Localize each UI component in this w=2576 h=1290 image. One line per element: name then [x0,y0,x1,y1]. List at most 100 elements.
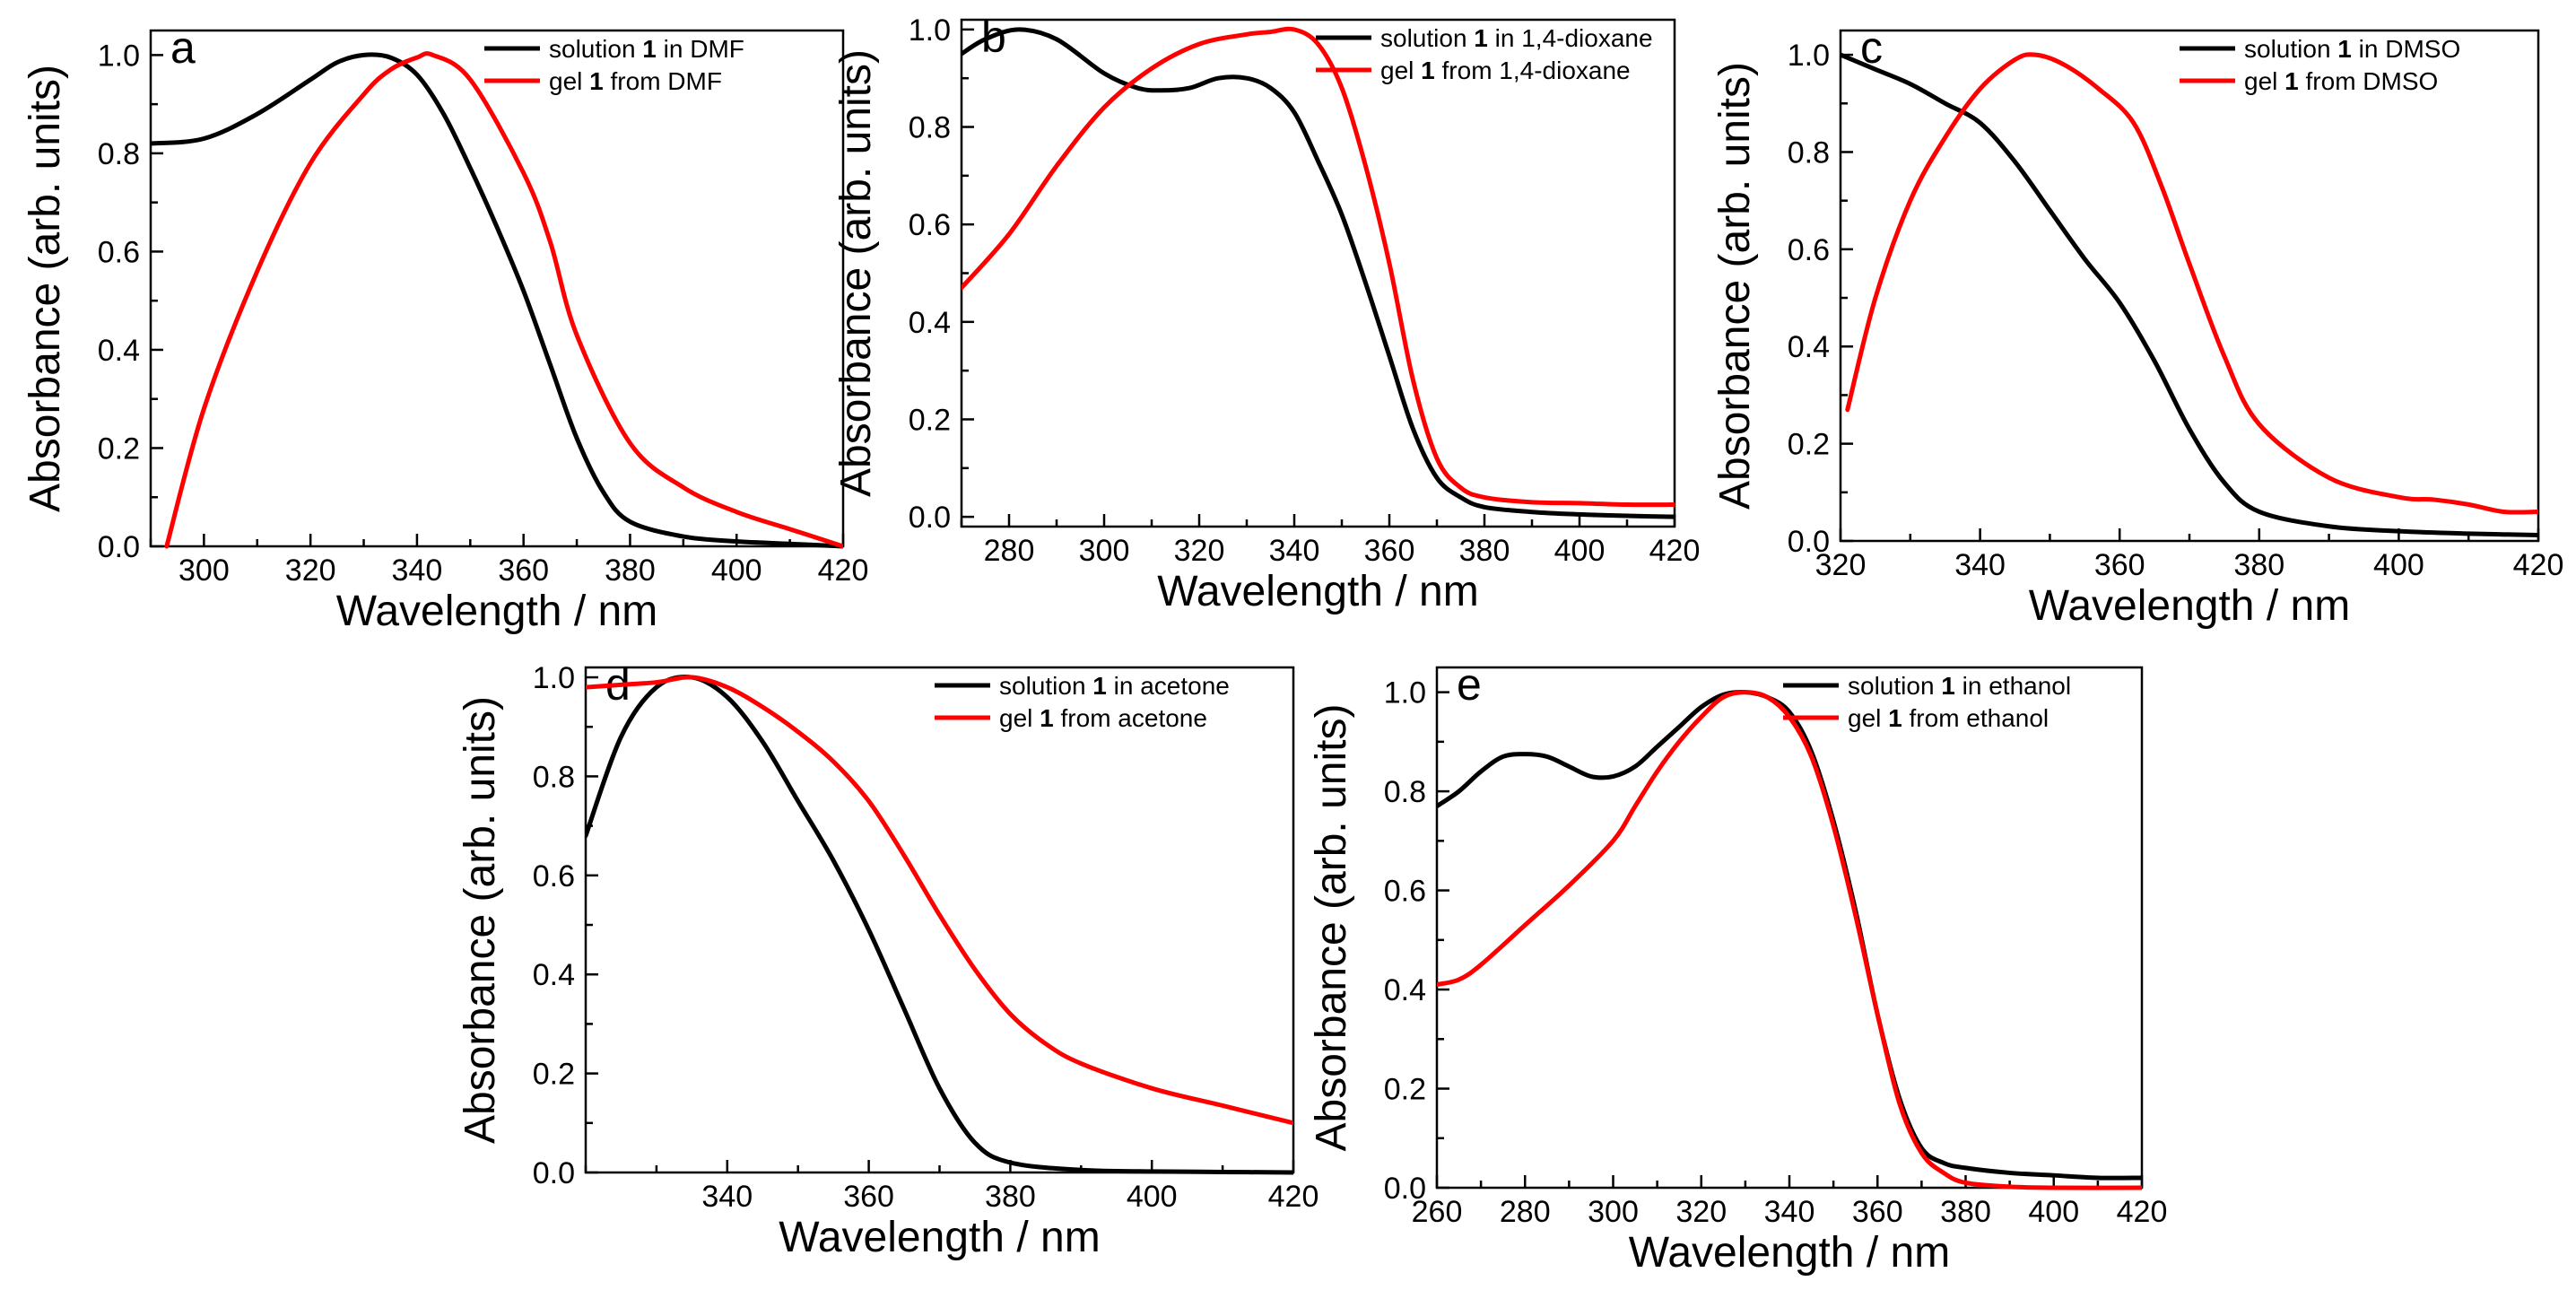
x-tick-label-a: 380 [605,553,656,588]
y-axis-title-b: Absorbance (arb. units) [832,49,880,497]
y-axis-title-c: Absorbance (arb. units) [1711,62,1759,510]
plot-frame-e [1435,666,2144,1190]
legend-label-d-1: gel 1 from acetone [999,704,1207,732]
y-tick-label-a: 0.8 [98,137,140,171]
x-axis-title-d: Wavelength / nm [779,1214,1100,1261]
x-tick-label-e: 300 [1588,1195,1639,1229]
y-tick-label-b: 0.0 [909,501,951,535]
x-tick-label-e: 340 [1764,1195,1815,1229]
x-axis-title-b: Wavelength / nm [1157,568,1478,615]
y-tick-label-d: 0.0 [533,1156,575,1190]
x-tick-label-c: 400 [2373,548,2424,582]
plot-frame-c [1839,29,2540,543]
x-tick-label-b: 320 [1174,534,1225,568]
series-line-e-solution [1437,689,2142,1181]
y-axis-title-a: Absorbance (arb. units) [22,65,69,512]
x-tick-label-d: 380 [985,1180,1036,1214]
y-tick-label-b: 0.4 [909,306,951,340]
y-tick-label-c: 0.8 [1788,135,1830,170]
y-tick-label-d: 1.0 [533,661,575,695]
y-tick-label-e: 0.0 [1384,1172,1426,1206]
legend-label-d-0: solution 1 in acetone [999,672,1230,700]
y-tick-label-d: 0.8 [533,760,575,794]
x-axis-title-e: Wavelength / nm [1629,1229,1950,1277]
y-tick-label-c: 0.0 [1788,525,1830,559]
x-tick-label-a: 360 [498,553,549,588]
x-axis-title-a: Wavelength / nm [336,588,657,635]
panel-e: 260 280 300 320 340 360 380 400 420 0.0 0.2 0.4 0.6 0… [1308,659,2167,1277]
panel-c: 320 340 360 380 400 420 0.0 0.2 0.4 0.6 0.8 1.0 Wave… [1711,22,2563,630]
series-line-c-gel [1845,52,2538,515]
y-tick-label-c: 0.4 [1788,330,1830,364]
y-tick-label-e: 0.4 [1384,973,1426,1007]
panel-b: 280 300 320 340 360 380 400 420 0.0 0.2 0.4 0.6 0.8 1… [832,12,1700,615]
x-tick-label-e: 320 [1675,1195,1727,1229]
x-tick-label-a: 300 [178,553,230,588]
y-tick-label-e: 0.8 [1384,775,1426,809]
y-tick-label-e: 1.0 [1384,676,1426,710]
series-line-e-gel [1437,690,2142,1190]
x-tick-label-b: 300 [1079,534,1130,568]
plot-frame-b [960,18,1676,528]
x-tick-label-e: 420 [2117,1195,2168,1229]
x-tick-label-d: 420 [1268,1180,1319,1214]
x-tick-label-c: 340 [1954,548,2006,582]
x-tick-label-a: 400 [711,553,762,588]
y-tick-label-a: 1.0 [98,39,140,73]
y-tick-label-a: 0.4 [98,334,140,368]
panel-letter-a: a [170,22,196,73]
x-tick-label-b: 280 [984,534,1035,568]
y-tick-label-b: 0.2 [909,403,951,437]
y-tick-label-a: 0.0 [98,530,140,564]
y-tick-label-d: 0.4 [533,958,575,992]
panel-letter-e: e [1457,659,1482,710]
y-tick-label-c: 0.6 [1788,233,1830,267]
y-tick-label-b: 0.6 [909,208,951,242]
y-tick-label-c: 0.2 [1788,428,1830,462]
x-tick-label-b: 340 [1269,534,1320,568]
series-line-a-gel [164,51,843,549]
x-tick-label-e: 260 [1412,1195,1463,1229]
x-tick-label-e: 280 [1500,1195,1551,1229]
series-line-c-solution [1841,52,2538,537]
x-tick-label-a: 340 [392,553,443,588]
series-line-d-gel [586,675,1293,1126]
y-tick-label-a: 0.6 [98,235,140,269]
y-axis-title-d: Absorbance (arb. units) [457,696,504,1144]
y-tick-label-d: 0.2 [533,1058,575,1092]
series-line-a-solution [151,52,843,549]
legend-label-a-0: solution 1 in DMF [549,35,744,63]
x-tick-label-c: 380 [2233,548,2284,582]
x-tick-label-a: 420 [818,553,869,588]
y-tick-label-d: 0.6 [533,859,575,893]
legend-label-e-0: solution 1 in ethanol [1848,672,2071,700]
legend-label-b-0: solution 1 in 1,4-dioxane [1380,24,1653,52]
legend-label-c-1: gel 1 from DMSO [2244,67,2438,95]
x-tick-label-d: 340 [701,1180,753,1214]
x-tick-label-d: 400 [1127,1180,1178,1214]
panel-a: 300 320 340 360 380 400 420 0.0 0.2 0.4 0.6 0.8 1.0 W… [22,22,868,635]
x-tick-label-d: 360 [843,1180,894,1214]
legend-label-e-1: gel 1 from ethanol [1848,704,2049,732]
x-axis-title-c: Wavelength / nm [2029,582,2350,630]
x-tick-label-e: 380 [1940,1195,1991,1229]
x-tick-label-b: 360 [1364,534,1415,568]
legend-label-b-1: gel 1 from 1,4-dioxane [1380,57,1631,84]
y-tick-label-b: 1.0 [909,13,951,48]
x-tick-label-c: 360 [2094,548,2145,582]
x-tick-label-e: 400 [2028,1195,2079,1229]
x-tick-label-b: 400 [1554,534,1606,568]
y-tick-label-b: 0.8 [909,111,951,145]
panel-d: 340 360 380 400 420 0.0 0.2 0.4 0.6 0.8 1.0 Wavelen… [457,659,1318,1261]
x-tick-label-b: 420 [1649,534,1701,568]
y-tick-label-e: 0.6 [1384,875,1426,909]
x-tick-label-e: 360 [1852,1195,1903,1229]
x-tick-label-c: 320 [1815,548,1867,582]
series-line-b-solution [962,27,1675,519]
legend-label-c-0: solution 1 in DMSO [2244,35,2460,63]
x-tick-label-b: 380 [1459,534,1510,568]
legend-label-a-1: gel 1 from DMF [549,67,722,95]
y-tick-label-c: 1.0 [1788,39,1830,73]
